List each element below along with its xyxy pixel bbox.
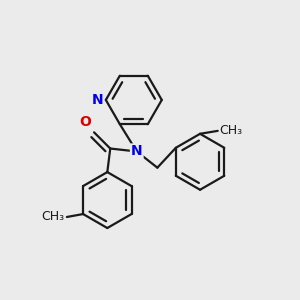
- Text: CH₃: CH₃: [41, 211, 64, 224]
- Text: N: N: [131, 145, 142, 158]
- Text: O: O: [79, 116, 91, 129]
- Text: N: N: [91, 93, 103, 107]
- Text: CH₃: CH₃: [219, 124, 242, 137]
